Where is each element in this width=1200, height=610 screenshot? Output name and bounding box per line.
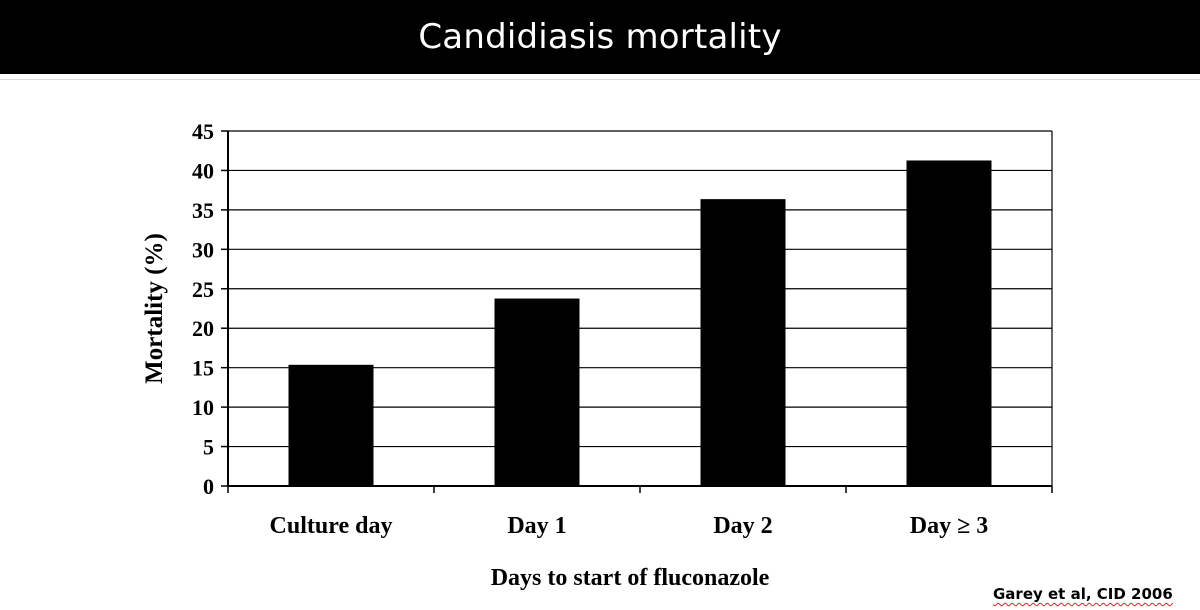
x-tick-label: Day 1: [507, 513, 566, 539]
citation: Garey et al, CID 2006: [993, 585, 1173, 603]
y-tick-label: 25: [192, 277, 214, 302]
bar: [288, 364, 374, 487]
bar: [494, 298, 580, 487]
y-tick-label: 0: [203, 474, 214, 499]
y-tick-label: 5: [203, 435, 214, 460]
y-tick-label: 30: [192, 237, 214, 262]
x-axis-label: Days to start of fluconazole: [491, 565, 770, 591]
y-axis-label: Mortality (%): [141, 233, 168, 384]
x-tick-label: Day ≥ 3: [910, 513, 989, 539]
x-tick-label: Day 2: [713, 513, 772, 539]
title-bar: Candidiasis mortality: [0, 0, 1200, 74]
y-tick-label: 10: [192, 395, 214, 420]
y-tick-label: 35: [192, 198, 214, 223]
x-tick-label: Culture day: [270, 513, 393, 539]
divider-line: [0, 79, 1200, 80]
y-tick-label: 40: [192, 158, 214, 183]
slide-title: Candidiasis mortality: [418, 17, 782, 57]
y-tick-label: 15: [192, 356, 214, 381]
y-tick-label: 45: [192, 119, 214, 144]
bar: [700, 199, 786, 487]
y-tick-label: 20: [192, 316, 214, 341]
bar: [906, 160, 992, 487]
